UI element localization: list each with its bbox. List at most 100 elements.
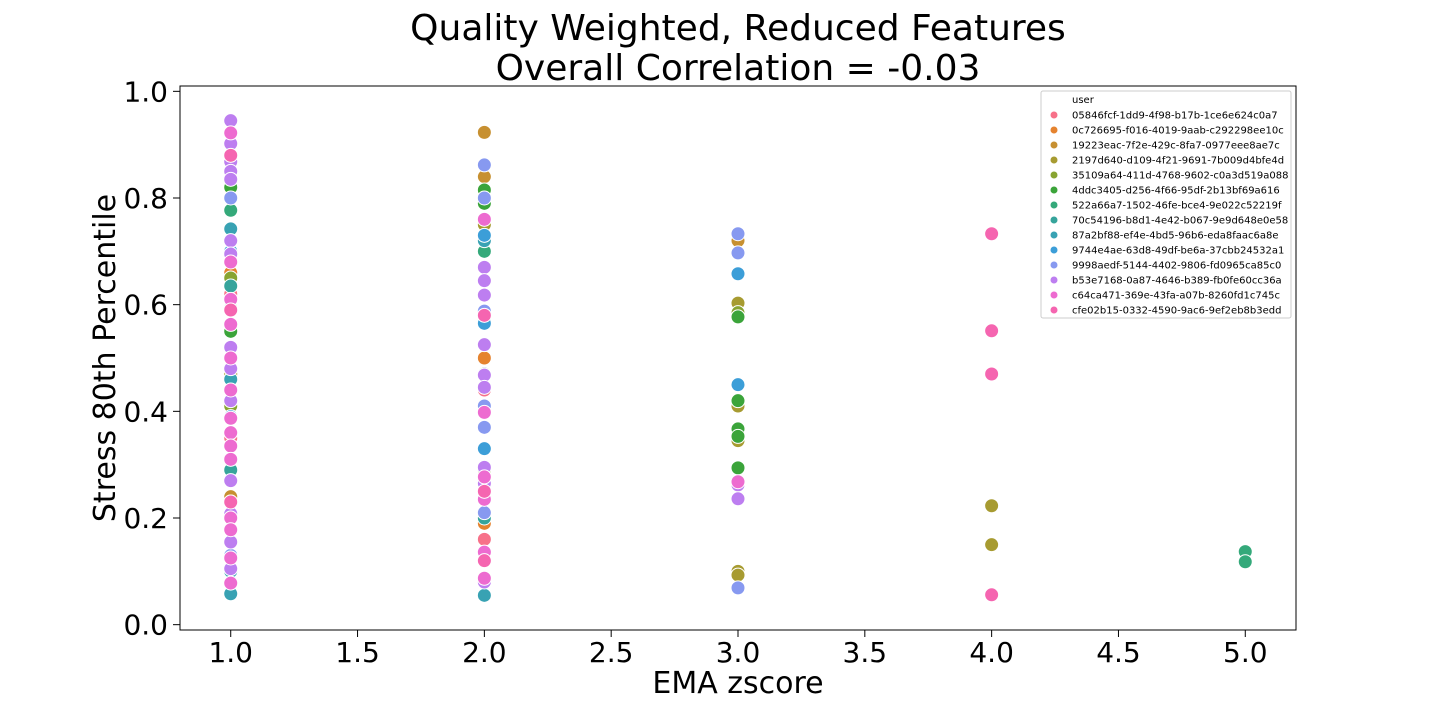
data-point [223, 302, 239, 318]
x-tick-label: 1.5 [335, 636, 380, 669]
legend-marker [1050, 156, 1058, 164]
legend-marker [1050, 291, 1058, 299]
data-point [730, 474, 746, 490]
legend-entry-label: 05846fcf-1dd9-4f98-b17b-1ce6e624c0a7 [1072, 111, 1278, 122]
data-point [984, 323, 1000, 339]
legend-entry-label: 87a2bf88-ef4e-4bd5-96b6-eda8faac6a8e [1072, 231, 1279, 242]
data-point [223, 254, 239, 270]
legend-entry-label: 9998aedf-5144-4402-9806-fd0965ca85c0 [1072, 261, 1281, 272]
y-tick-label: 0.6 [123, 289, 168, 322]
data-point [476, 483, 492, 499]
legend-marker [1050, 171, 1058, 179]
legend-marker [1050, 141, 1058, 149]
data-point [476, 337, 492, 353]
data-point [984, 537, 1000, 553]
data-point [476, 287, 492, 303]
legend: user 05846fcf-1dd9-4f98-b17b-1ce6e624c0a… [1040, 90, 1292, 319]
x-tick-label: 2.0 [462, 636, 507, 669]
legend-entry-label: 19223eac-7f2e-429c-8fa7-0977eee8ae7c [1072, 141, 1280, 152]
data-point [984, 226, 1000, 242]
data-point [223, 550, 239, 566]
x-axis: 1.0 1.5 2.0 2.5 3.0 3.5 4.0 4.5 5.0 [208, 630, 1268, 669]
data-point [730, 377, 746, 393]
data-point [223, 125, 239, 141]
legend-marker [1050, 231, 1058, 239]
data-point [223, 410, 239, 426]
y-axis-label: Stress 80th Percentile [88, 194, 123, 522]
y-tick-label: 0.8 [123, 182, 168, 215]
y-tick-label: 0.0 [123, 609, 168, 642]
data-point [223, 316, 239, 332]
data-point [223, 233, 239, 249]
legend-box [1040, 90, 1292, 319]
data-point [730, 460, 746, 476]
legend-marker [1050, 201, 1058, 209]
legend-entry-label: cfe02b15-0332-4590-9ac6-9ef2eb8b3edd [1072, 306, 1281, 317]
data-point [223, 350, 239, 366]
data-point [476, 404, 492, 420]
data-point [223, 494, 239, 510]
data-point [476, 350, 492, 366]
chart-title: Quality Weighted, Reduced Features [410, 8, 1066, 49]
data-point [223, 473, 239, 489]
legend-entry-label: 9744e4ae-63d8-49df-be6a-37cbb24532a1 [1072, 246, 1284, 257]
legend-entry-label: c64ca471-369e-43fa-a07b-8260fd1c745c [1072, 291, 1280, 302]
data-point [730, 266, 746, 282]
legend-title: user [1072, 95, 1095, 106]
legend-entry-label: 4ddc3405-d256-4f66-95df-2b13bf69a616 [1072, 186, 1280, 197]
data-point [476, 570, 492, 586]
data-point [730, 580, 746, 596]
legend-marker [1050, 276, 1058, 284]
data-point [476, 419, 492, 435]
data-point [476, 531, 492, 547]
legend-marker [1050, 126, 1058, 134]
legend-marker [1050, 216, 1058, 224]
data-point [730, 491, 746, 507]
y-tick-label: 0.4 [123, 395, 168, 428]
legend-entry-label: 35109a64-411d-4768-9602-c0a3d519a088 [1072, 171, 1288, 182]
data-point [476, 259, 492, 275]
data-point [223, 438, 239, 454]
legend-items: 05846fcf-1dd9-4f98-b17b-1ce6e624c0a7 0c72… [1050, 111, 1288, 317]
data-point [223, 171, 239, 187]
data-point [476, 469, 492, 485]
data-point [984, 366, 1000, 382]
y-tick-label: 0.2 [123, 502, 168, 535]
data-point [984, 498, 1000, 514]
data-point [223, 147, 239, 163]
data-point [730, 428, 746, 444]
y-axis: 0.0 0.2 0.4 0.6 0.8 1.0 [123, 75, 180, 642]
data-point [476, 307, 492, 323]
data-point [223, 278, 239, 294]
data-point [223, 425, 239, 441]
x-tick-label: 3.5 [843, 636, 888, 669]
y-tick-label: 1.0 [123, 75, 168, 108]
data-point [730, 245, 746, 261]
legend-entry-label: 522a66a7-1502-46fe-bce4-9e022c52219f [1072, 201, 1282, 212]
data-point [223, 575, 239, 591]
data-point [476, 587, 492, 603]
x-tick-label: 1.0 [208, 636, 253, 669]
x-tick-label: 5.0 [1223, 636, 1268, 669]
legend-marker [1050, 261, 1058, 269]
data-point [223, 522, 239, 538]
x-tick-label: 3.0 [716, 636, 761, 669]
data-point [1237, 554, 1253, 570]
legend-marker [1050, 186, 1058, 194]
legend-entry-label: 70c54196-b8d1-4e42-b067-9e9d648e0e58 [1072, 216, 1288, 227]
data-point [476, 379, 492, 395]
data-point [730, 309, 746, 325]
data-point [476, 124, 492, 140]
data-point [476, 441, 492, 457]
data-point [223, 190, 239, 206]
data-point [476, 227, 492, 243]
data-point [984, 587, 1000, 603]
x-tick-label: 4.0 [969, 636, 1014, 669]
data-point [730, 226, 746, 242]
chart-subtitle: Overall Correlation = -0.03 [496, 48, 981, 89]
legend-entry-label: b53e7168-0a87-4646-b389-fb0fe60cc36a [1072, 276, 1282, 287]
data-point [223, 451, 239, 467]
legend-entry-label: 0c726695-f016-4019-9aab-c292298ee10c [1072, 126, 1284, 137]
data-point [476, 553, 492, 569]
